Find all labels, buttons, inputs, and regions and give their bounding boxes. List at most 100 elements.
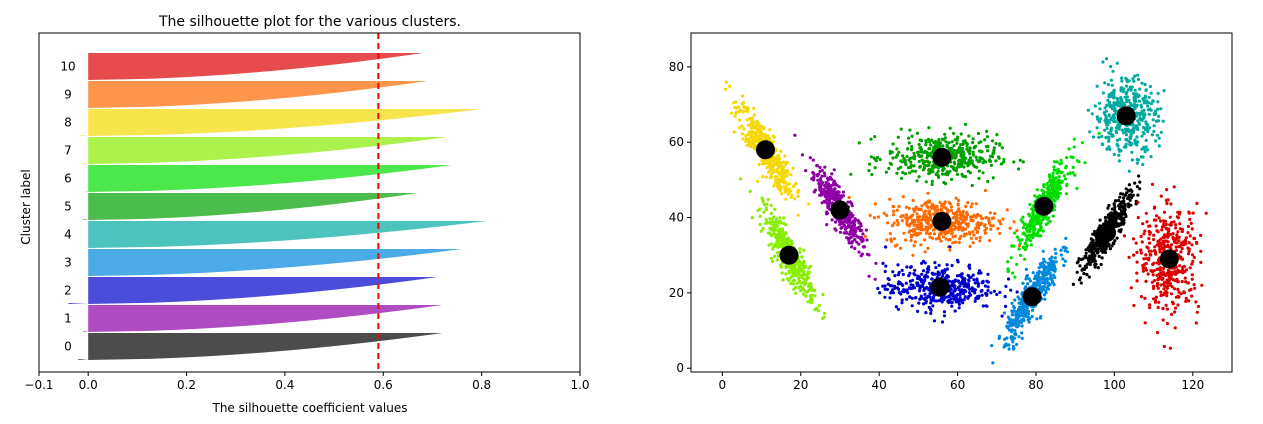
scatter-point [1139, 248, 1143, 252]
cluster-center-marker [755, 140, 775, 160]
scatter-point [1177, 239, 1181, 243]
scatter-point [1098, 107, 1102, 111]
scatter-point [887, 166, 891, 171]
scatter-point [974, 155, 978, 159]
scatter-point [1124, 92, 1128, 96]
scatter-point [867, 274, 871, 278]
scatter-point [891, 156, 895, 160]
scatter-point [850, 245, 854, 249]
scatter-point [1118, 104, 1122, 108]
scatter-point [1179, 292, 1183, 296]
scatter-point [784, 272, 788, 276]
scatter-point [1138, 113, 1142, 117]
scatter-point [1118, 213, 1122, 217]
scatter-point [1010, 244, 1014, 248]
scatter-point [976, 284, 980, 288]
scatter-point [952, 131, 956, 135]
scatter-point [793, 278, 797, 282]
scatter-point [939, 141, 943, 145]
scatter-point [1125, 78, 1129, 82]
scatter-point [957, 162, 961, 166]
scatter-point [928, 231, 933, 236]
scatter-point [1047, 192, 1051, 196]
scatter-point [900, 176, 904, 180]
scatter-point [937, 298, 942, 302]
scatter-point [1086, 108, 1090, 112]
scatter-point [1058, 191, 1062, 195]
scatter-point [1009, 335, 1013, 339]
scatter-point [1039, 226, 1043, 230]
scatter-point [794, 291, 798, 295]
scatter-point [971, 273, 975, 277]
scatter-point [921, 217, 925, 221]
scatter-point [740, 124, 744, 128]
scatter-point [773, 175, 777, 179]
scatter-point [1159, 237, 1163, 241]
scatter-point [934, 266, 938, 270]
scatter-point [930, 179, 934, 183]
cluster-label-1: 1 [64, 312, 72, 326]
scatter-point [823, 311, 827, 315]
scatter-point [1096, 266, 1100, 270]
scatter-point [929, 308, 933, 312]
scatter-point [1150, 182, 1155, 186]
scatter-point [823, 165, 827, 169]
scatter-point [926, 191, 930, 195]
scatter-point [1124, 133, 1128, 137]
cluster-centers [755, 106, 1179, 307]
scatter-point [811, 158, 815, 162]
scatter-point [955, 217, 959, 221]
scatter-point [1135, 127, 1139, 131]
scatter-point [1168, 215, 1172, 219]
scatter-point [1152, 237, 1156, 242]
scatter-point [940, 269, 944, 273]
scatter-point [910, 156, 914, 160]
scatter-point [789, 281, 794, 285]
scatter-point [1174, 226, 1178, 230]
scatter-point [1117, 159, 1121, 163]
scatter-point [884, 170, 889, 174]
scatter-point [873, 135, 877, 139]
scatter-point [928, 140, 932, 144]
scatter-point [907, 141, 911, 145]
scatter-point [815, 173, 820, 177]
scatter-point [1147, 95, 1151, 99]
scatter-point [1024, 304, 1029, 308]
scatter-point [965, 147, 969, 151]
scatter-point [1072, 145, 1076, 149]
scatter-point [1020, 305, 1024, 310]
scatter-point [755, 137, 759, 141]
scatter-point [937, 175, 941, 179]
scatter-point [932, 212, 936, 216]
scatter-point [839, 222, 843, 226]
scatter-point [784, 223, 788, 227]
scatter-point [971, 219, 975, 223]
scatter-point [817, 185, 822, 189]
scatter-point [1112, 152, 1116, 156]
scatter-point [957, 240, 961, 245]
scatter-point [1144, 88, 1148, 92]
scatter-point [1159, 290, 1163, 294]
scatter-point [1152, 129, 1156, 133]
scatter-point [1151, 118, 1155, 122]
scatter-point [1099, 262, 1103, 267]
scatter-point [825, 211, 830, 215]
scatter-point [895, 153, 900, 157]
scatter-point [984, 145, 989, 149]
scatter-point [924, 286, 928, 290]
scatter-point [1181, 268, 1185, 272]
scatter-cluster-3 [849, 122, 1025, 188]
scatter-point [1144, 120, 1148, 124]
scatter-point [959, 154, 963, 158]
scatter-point [828, 176, 832, 180]
scatter-point [917, 142, 921, 147]
scatter-point [943, 172, 948, 176]
scatter-point [784, 242, 789, 247]
scatter-point [926, 246, 930, 250]
scatter-point [798, 260, 803, 264]
scatter-point [930, 138, 934, 142]
scatter-point [912, 151, 916, 155]
scatter-point [1006, 326, 1010, 330]
scatter-point [1122, 209, 1126, 213]
